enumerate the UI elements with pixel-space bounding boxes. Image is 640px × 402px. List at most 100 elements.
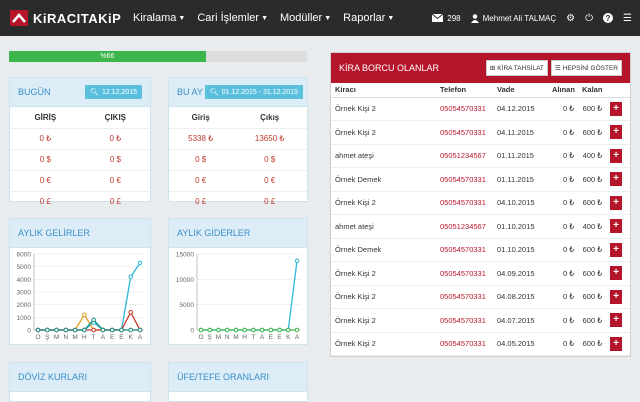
currency-title: DÖVİZ KURLARI	[18, 372, 88, 382]
menu-label: Kiralama	[133, 12, 177, 24]
logout-icon[interactable]: ⏻	[585, 12, 594, 24]
show-all-button[interactable]: ☰ HEPSİNİ GÖSTER	[550, 60, 622, 76]
ufe-panel: ÜFE/TEFE ORANLARI	[168, 362, 308, 402]
y-tick-label: 0	[190, 328, 194, 335]
menu-moduller[interactable]: Modüller ▼	[280, 12, 331, 24]
help-icon[interactable]: ?	[603, 13, 614, 23]
x-tick-label: A	[101, 334, 106, 341]
remaining-amount: 600 ₺	[578, 308, 606, 333]
add-payment-button[interactable]: +	[610, 219, 622, 234]
messages-count: 298	[447, 13, 461, 23]
cell: 0 $	[232, 149, 307, 171]
cell: 5338 ₺	[169, 128, 233, 150]
menu-kiralama[interactable]: Kiralama ▼	[133, 12, 185, 24]
add-payment-button[interactable]: +	[610, 242, 622, 257]
col-header-phone: Telefon	[436, 83, 493, 98]
phone[interactable]: 05054570331	[436, 261, 493, 286]
cell: 0 €	[10, 170, 81, 192]
debtors-header: KİRA BORCU OLANLAR ⊞ KİRA TAHSİLAT ☰ HEPSİ…	[331, 53, 630, 83]
x-tick-label: A	[138, 334, 143, 341]
brand[interactable]: KiRACITAKiP	[0, 0, 130, 36]
currency-panel: DÖVİZ KURLARI	[9, 362, 151, 402]
series-line	[201, 260, 298, 331]
phone[interactable]: 05054570331	[436, 120, 493, 145]
x-tick-label: N	[63, 334, 68, 341]
tenant-name: Örnek Kişi 2	[331, 261, 436, 286]
col-header: Çıkış	[232, 107, 307, 129]
messages-link[interactable]: 298	[432, 13, 461, 23]
menu-icon[interactable]: ☰	[623, 12, 632, 24]
data-point	[91, 317, 96, 323]
income-header: AYLIK GELİRLER	[10, 219, 150, 248]
user-menu[interactable]: Mehmet Ali TALMAÇ	[470, 13, 557, 23]
add-payment-button[interactable]: +	[610, 195, 622, 210]
menu-cari-islemler[interactable]: Cari İşlemler ▼	[197, 12, 268, 24]
collect-rent-button[interactable]: ⊞ KİRA TAHSİLAT	[485, 60, 548, 76]
caret-down-icon: ▼	[261, 14, 269, 22]
phone[interactable]: 05054570331	[436, 167, 493, 192]
month-date-button[interactable]: 🔍︎ 01.12.2015 - 31.12.2015	[204, 85, 303, 99]
phone[interactable]: 05054570331	[436, 238, 493, 262]
phone[interactable]: 05054570331	[436, 308, 493, 333]
remaining-amount: 600 ₺	[578, 261, 606, 286]
x-tick-label: E	[119, 334, 124, 341]
cell: 13650 ₺	[232, 128, 307, 150]
button-label: KİRA TAHSİLAT	[497, 64, 544, 72]
debtors-title: KİRA BORCU OLANLAR	[339, 63, 440, 73]
expense-title: AYLIK GİDERLER	[177, 228, 251, 238]
col-header-due: Vade	[493, 83, 548, 98]
due-date: 04.08.2015	[493, 285, 548, 309]
phone[interactable]: 05051234567	[436, 214, 493, 239]
add-payment-button[interactable]: +	[610, 266, 622, 281]
x-tick-label: K	[286, 334, 291, 341]
user-name: Mehmet Ali TALMAÇ	[482, 13, 557, 23]
phone[interactable]: 05051234567	[436, 144, 493, 168]
add-payment-button[interactable]: +	[610, 125, 622, 140]
action-cell: +	[606, 238, 630, 262]
col-header-remaining: Kalan	[578, 83, 606, 98]
add-payment-button[interactable]: +	[610, 313, 622, 328]
menu-raporlar[interactable]: Raporlar ▼	[343, 12, 394, 24]
phone[interactable]: 05054570331	[436, 332, 493, 356]
data-point	[128, 327, 134, 333]
today-date-button[interactable]: 🔍︎ 12.12.2015	[85, 85, 142, 99]
add-payment-button[interactable]: +	[610, 101, 622, 116]
data-point	[137, 260, 143, 266]
add-payment-button[interactable]: +	[610, 148, 622, 163]
col-header-received: Alınan	[548, 83, 578, 98]
y-tick-label: 1000	[17, 315, 32, 322]
add-payment-button[interactable]: +	[610, 172, 622, 187]
phone[interactable]: 05054570331	[436, 285, 493, 309]
data-point	[251, 327, 256, 333]
add-payment-button[interactable]: +	[610, 336, 622, 351]
debtors-panel: KİRA BORCU OLANLAR ⊞ KİRA TAHSİLAT ☰ HEPSİ…	[330, 52, 631, 357]
phone[interactable]: 05054570331	[436, 191, 493, 215]
today-table: GİRİŞ ÇIKIŞ 0 ₺ 0 ₺ 0 $0 $ 0 €0 € 0 £0 £	[10, 107, 150, 213]
expense-panel: AYLIK GİDERLER 0 5000 10000 15000 O Ş M N M H T A E E…	[168, 218, 308, 345]
remaining-amount: 600 ₺	[578, 238, 606, 262]
data-point	[119, 327, 124, 333]
table-row: 0 €0 €	[10, 170, 150, 192]
phone[interactable]: 05054570331	[436, 97, 493, 121]
due-date: 04.05.2015	[493, 332, 548, 356]
due-date: 01.11.2015	[493, 144, 548, 168]
received-amount: 0 ₺	[548, 261, 578, 286]
gear-icon[interactable]: ⚙	[566, 12, 576, 24]
caret-down-icon: ▼	[324, 14, 332, 22]
data-point	[259, 327, 265, 333]
cell: 0 £	[80, 191, 150, 213]
add-payment-button[interactable]: +	[610, 289, 622, 304]
debtor-row: Örnek Kişi 2 05054570331 04.12.2015 0 ₺ 600 …	[331, 97, 630, 121]
menu-label: Cari İşlemler	[197, 12, 260, 24]
table-row: 0 £0 £	[169, 191, 307, 213]
action-cell: +	[606, 261, 630, 286]
data-point	[233, 327, 239, 333]
table-row: 0 £0 £	[10, 191, 150, 213]
brand-name: KiRACITAKiP	[33, 10, 122, 26]
debtor-row: ahmet ateşi 05051234567 01.11.2015 0 ₺ 400 ₺…	[331, 144, 630, 168]
debtor-row: Örnek Demek 05054570331 01.11.2015 0 ₺ 600 ₺…	[331, 167, 630, 192]
data-point	[72, 327, 78, 333]
received-amount: 0 ₺	[548, 285, 578, 309]
x-tick-label: E	[110, 334, 115, 341]
debtor-row: Örnek Demek 05054570331 01.10.2015 0 ₺ 600 ₺…	[331, 238, 630, 262]
